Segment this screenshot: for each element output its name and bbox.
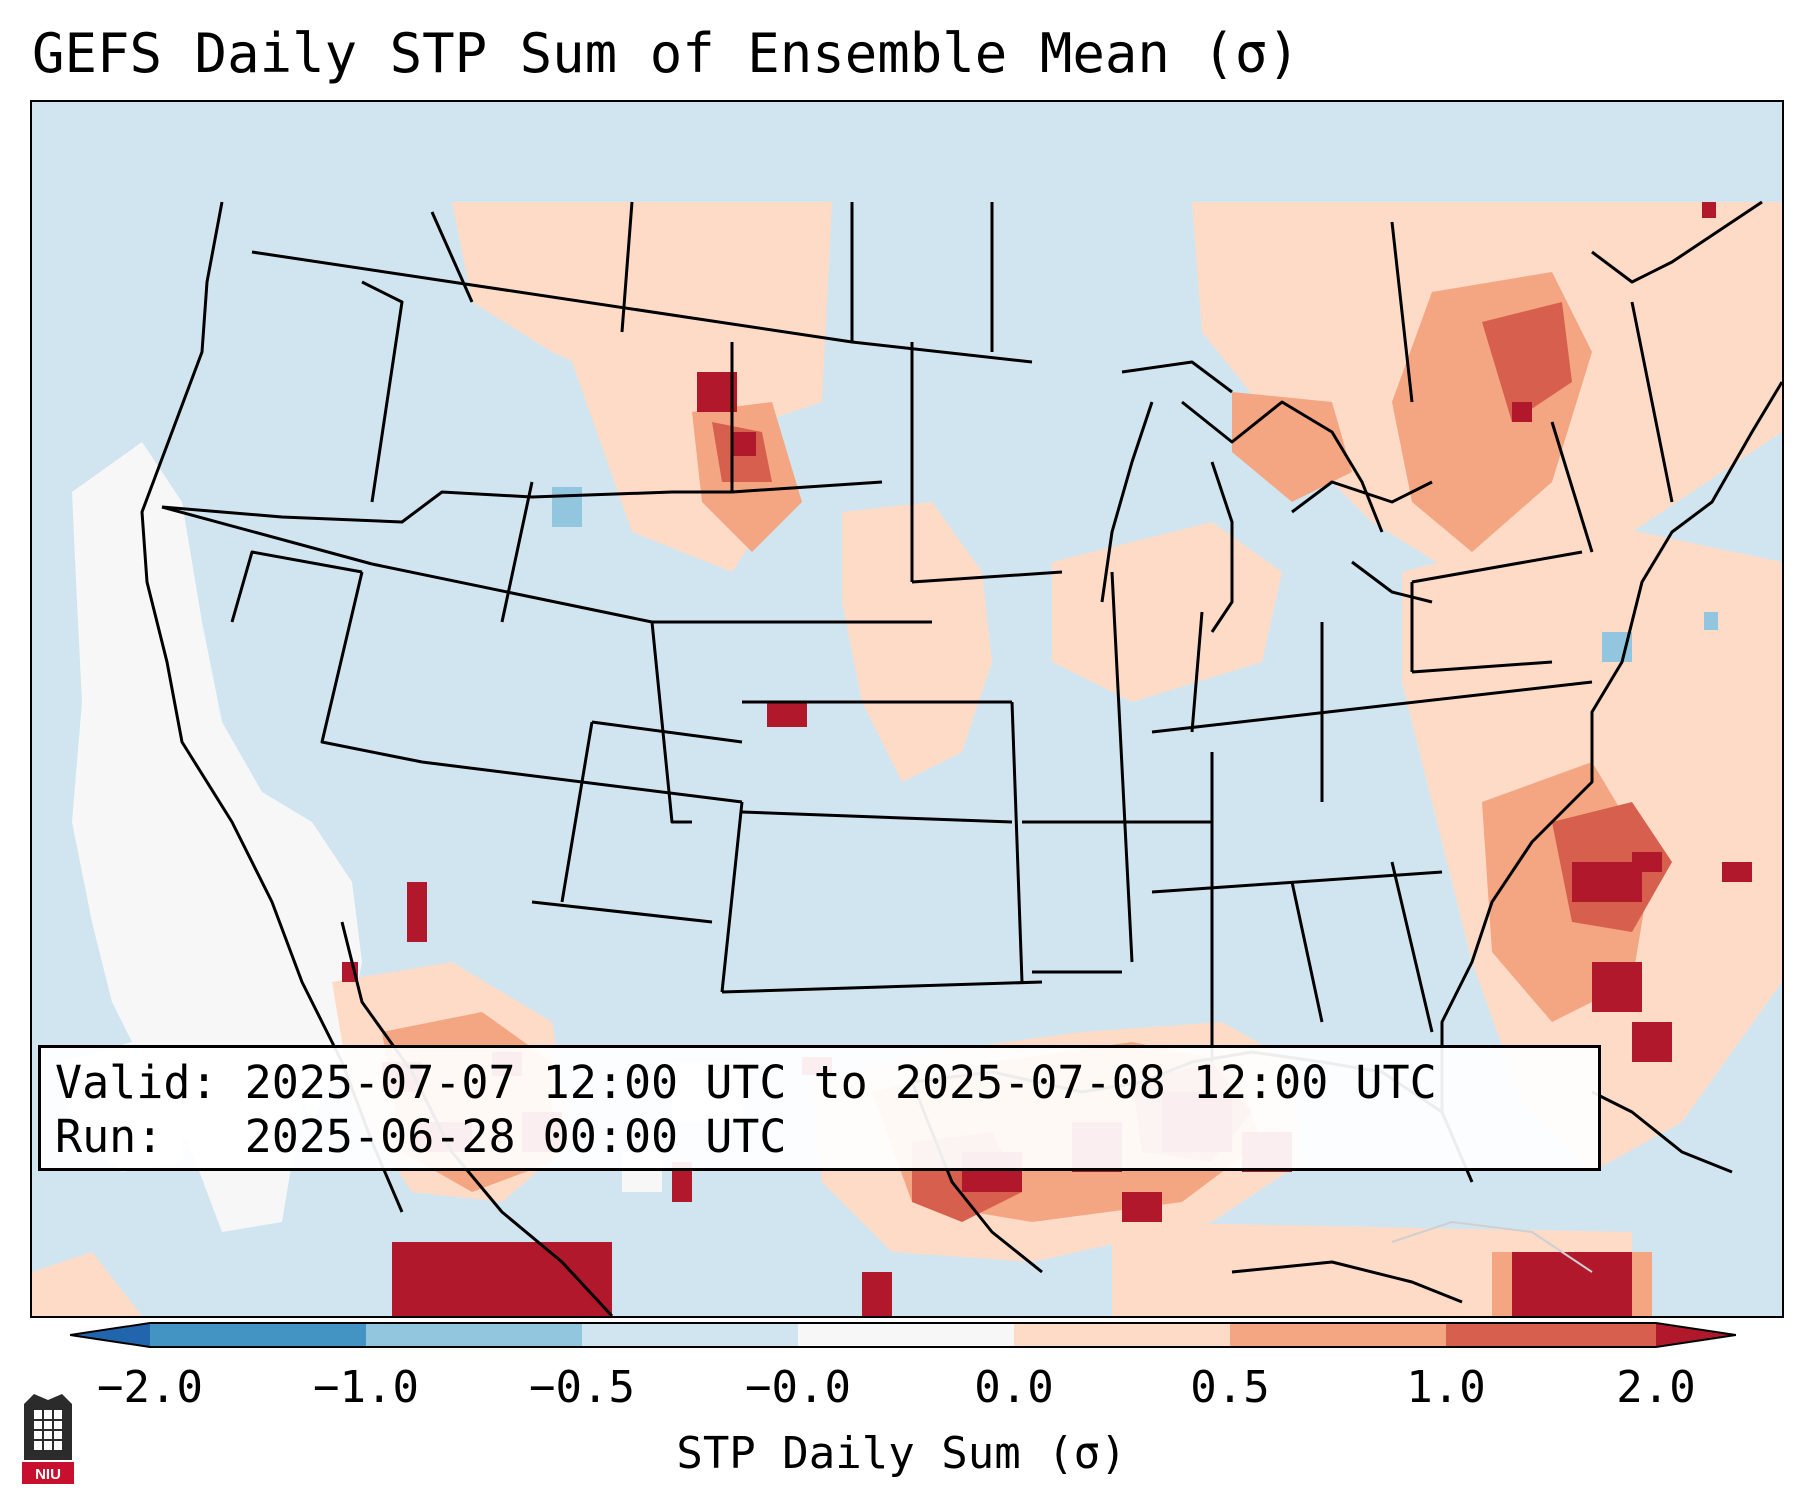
colorbar-under-arrow	[70, 1323, 150, 1347]
colorbar-tick-label: 0.5	[1190, 1362, 1270, 1413]
colorbar-bin	[150, 1323, 366, 1347]
colorbar-tick-label: 0.0	[974, 1362, 1054, 1413]
colorbar-label: STP Daily Sum (σ)	[676, 1428, 1127, 1479]
colorbar-bin	[366, 1323, 582, 1347]
colorbar-bin	[798, 1323, 1014, 1347]
valid-info-box: Valid: 2025-07-07 12:00 UTC to 2025-07-0…	[38, 1045, 1601, 1171]
faint-land-hint	[1391, 1220, 1593, 1273]
colorbar-tick-label: −0.0	[745, 1362, 851, 1413]
niu-logo: NIU	[22, 1394, 74, 1484]
colorbar-tick-label: −2.0	[97, 1362, 203, 1413]
colorbar	[70, 1322, 1736, 1348]
map-title: GEFS Daily STP Sum of Ensemble Mean (σ)	[32, 22, 1300, 85]
colorbar-bin	[1014, 1323, 1230, 1347]
valid-time-text: Valid: 2025-07-07 12:00 UTC to 2025-07-0…	[55, 1056, 1437, 1109]
political-boundaries	[161, 201, 1674, 1062]
colorbar-tick-label: 2.0	[1616, 1362, 1696, 1413]
logo-text: NIU	[35, 1466, 61, 1483]
colorbar-bin	[1446, 1323, 1656, 1347]
run-time-text: Run: 2025-06-28 00:00 UTC	[55, 1110, 787, 1163]
colorbar-bin	[1230, 1323, 1446, 1347]
colorbar-outline	[70, 1322, 1736, 1348]
colorbar-tick-label: 1.0	[1406, 1362, 1486, 1413]
colorbar-tick-label: −0.5	[529, 1362, 635, 1413]
colorbar-bin	[582, 1323, 798, 1347]
colorbar-tick-label: −1.0	[313, 1362, 419, 1413]
colorbar-over-arrow	[1656, 1323, 1736, 1347]
